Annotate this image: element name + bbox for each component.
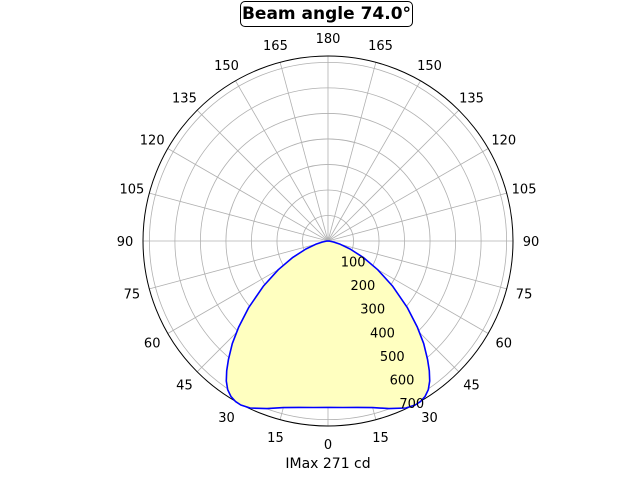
angular-gridline <box>327 240 507 290</box>
radial-tick-label: 300 <box>360 303 385 318</box>
radial-tick-label: 100 <box>341 256 366 271</box>
radial-tick-label: 400 <box>370 326 395 341</box>
angle-tick-label: 75 <box>516 288 533 303</box>
radial-tick-label: 200 <box>351 279 376 294</box>
angle-tick-label: 60 <box>496 337 513 352</box>
angle-tick-label: 120 <box>491 134 516 149</box>
angle-tick-label: 165 <box>263 39 288 54</box>
intensity-curve <box>225 240 431 410</box>
angle-tick-label: 150 <box>417 59 442 74</box>
polar-frame <box>142 55 514 427</box>
angular-gridline <box>149 240 329 290</box>
angular-gridline <box>327 148 489 242</box>
angle-tick-label: 15 <box>267 431 284 446</box>
angle-tick-label: 105 <box>512 182 537 197</box>
angular-gridline <box>327 62 377 242</box>
angle-tick-label: 135 <box>459 91 484 106</box>
radial-tick-labels: 100 200 300 400 500 600 700 <box>341 256 424 412</box>
angle-tick-labels: 0 15 30 45 60 75 90 105 120 135 150 165 180 15 30 45 60 7… <box>117 32 540 453</box>
angle-tick-label: 90 <box>117 235 134 250</box>
angular-gridline <box>279 62 329 242</box>
chart-title: Beam angle 74.0° <box>240 1 413 27</box>
angle-tick-label: 30 <box>421 411 438 426</box>
intensity-line <box>225 240 431 410</box>
angle-tick-label: 105 <box>120 182 145 197</box>
angle-tick-label: 150 <box>214 59 239 74</box>
angle-tick-label: 45 <box>176 379 193 394</box>
angular-gridline <box>235 80 329 242</box>
radial-tick-label: 500 <box>380 350 405 365</box>
intensity-fill <box>226 241 430 409</box>
angular-gridline <box>327 192 507 242</box>
angle-tick-label: 180 <box>316 32 341 47</box>
angle-tick-label: 75 <box>124 288 141 303</box>
x-axis-label: IMax 271 cd <box>285 456 371 472</box>
angle-tick-label: 30 <box>218 411 235 426</box>
angular-gridline <box>327 80 421 242</box>
angle-tick-label: 135 <box>172 91 197 106</box>
angular-gridline <box>196 109 329 242</box>
angle-tick-label: 120 <box>140 134 165 149</box>
angle-tick-label: 60 <box>144 337 161 352</box>
angle-tick-label: 90 <box>523 235 540 250</box>
angle-tick-label: 45 <box>463 379 480 394</box>
angular-gridline <box>149 192 329 242</box>
angle-tick-label: 165 <box>368 39 393 54</box>
radial-tick-label: 600 <box>390 373 415 388</box>
angle-tick-label: 15 <box>372 431 389 446</box>
angle-tick-label: 0 <box>324 438 332 453</box>
angular-gridline <box>327 109 460 242</box>
radial-tick-label: 700 <box>399 397 424 412</box>
angular-gridline <box>167 148 329 242</box>
